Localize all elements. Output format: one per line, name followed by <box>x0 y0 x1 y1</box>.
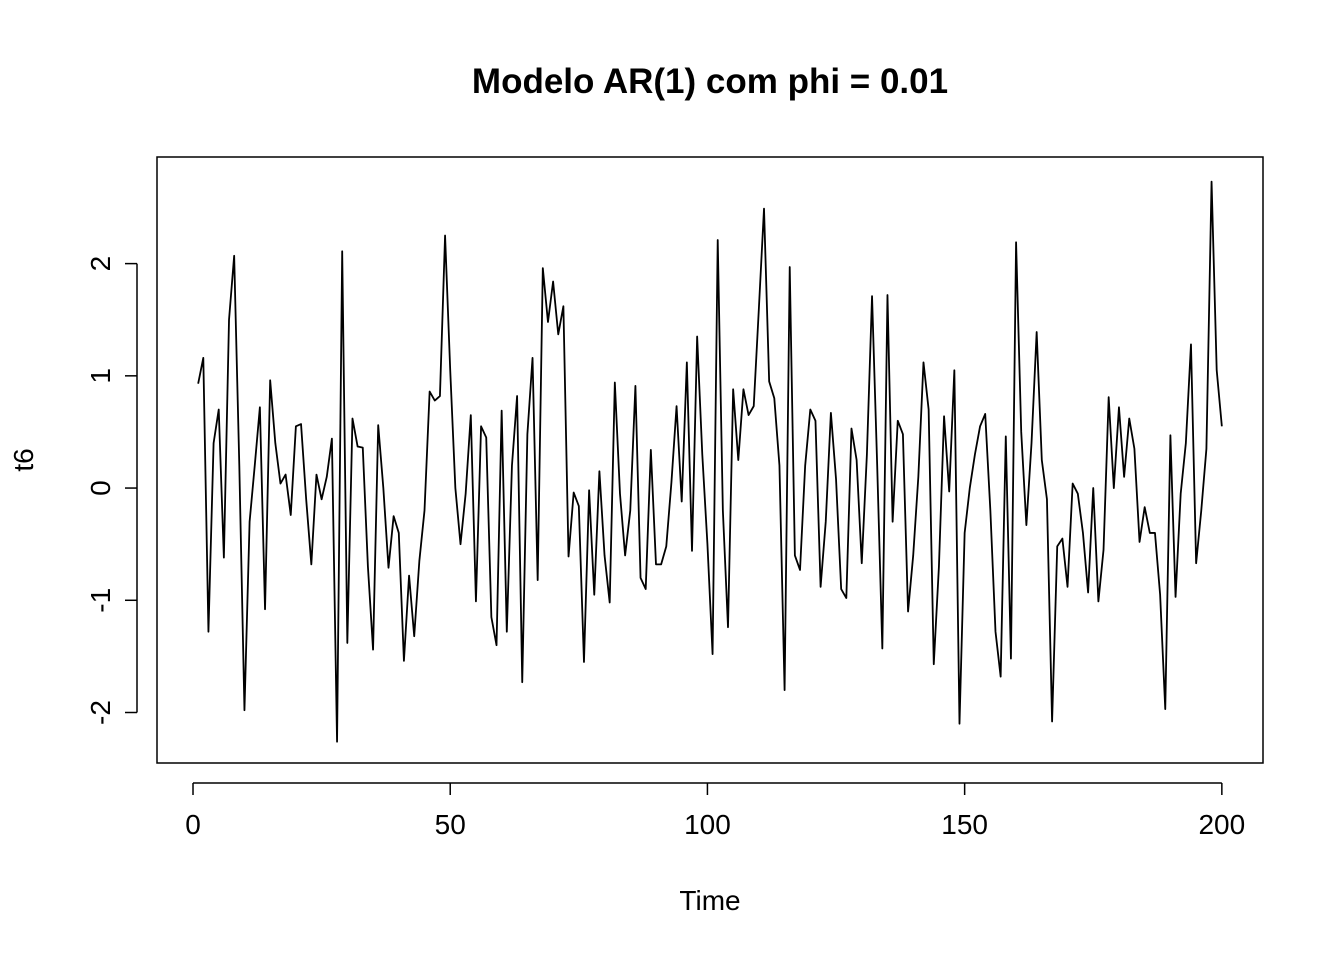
y-tick-label: 0 <box>85 480 116 496</box>
chart-title: Modelo AR(1) com phi = 0.01 <box>472 62 948 101</box>
y-tick-label: -2 <box>85 700 116 725</box>
y-axis-label: t6 <box>8 448 39 471</box>
x-tick-label: 100 <box>684 809 731 840</box>
series-line <box>197 180 1223 743</box>
y-tick-label: 1 <box>85 368 116 384</box>
x-tick-label: 150 <box>941 809 988 840</box>
x-axis: 0 50 100 150 200 <box>185 782 1245 840</box>
x-axis-label: Time <box>679 885 740 916</box>
y-tick-label: -1 <box>85 588 116 613</box>
y-tick-label: 2 <box>85 256 116 272</box>
x-tick-label: 50 <box>435 809 466 840</box>
y-axis: -2 -1 0 1 2 <box>85 256 138 725</box>
x-tick-label: 0 <box>185 809 201 840</box>
plot-frame <box>156 156 1264 764</box>
x-tick-label: 200 <box>1198 809 1245 840</box>
